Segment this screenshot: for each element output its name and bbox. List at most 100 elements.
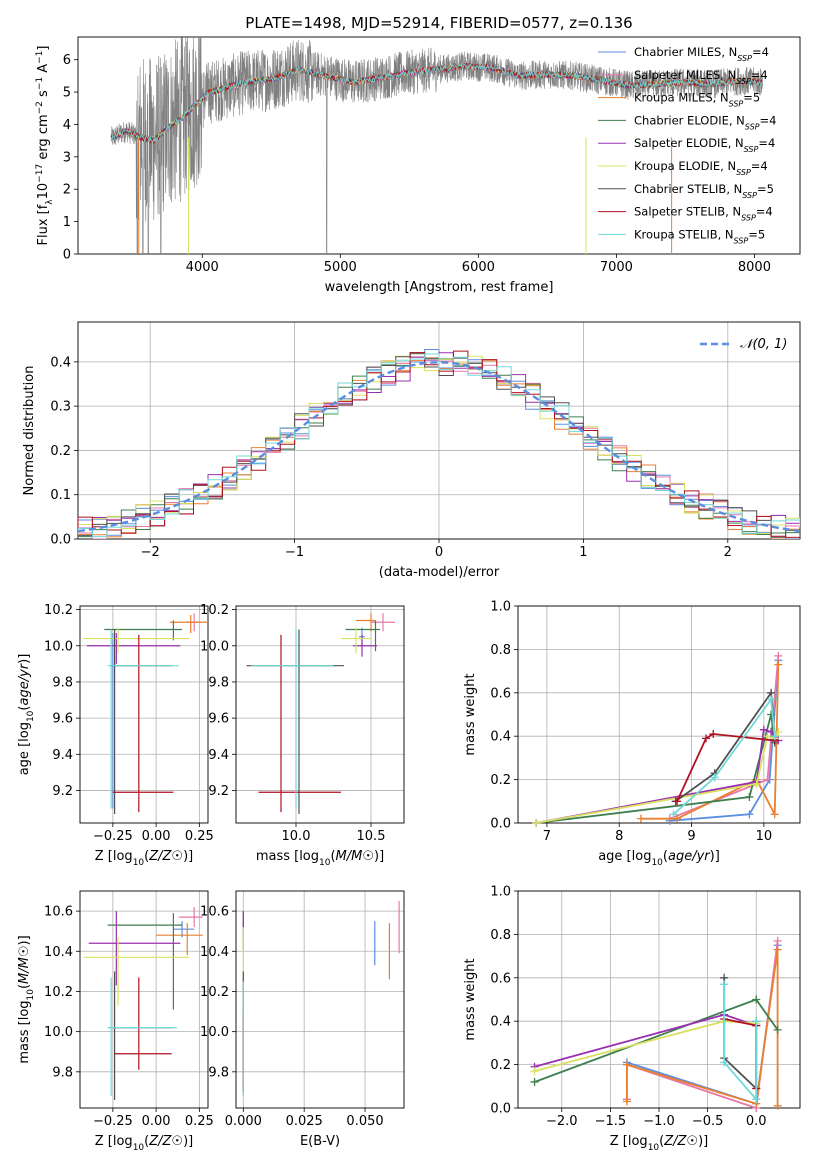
legend-label: Kroupa MILES, NSSP=5 xyxy=(634,91,760,109)
legend-label: Chabrier MILES, NSSP=4 xyxy=(634,45,769,63)
y-tick-label: 1.0 xyxy=(490,885,511,900)
x-axis-label: wavelength [Angstrom, rest frame] xyxy=(325,280,554,295)
y-tick-label: 10.6 xyxy=(44,905,73,920)
y-tick-label: 0.1 xyxy=(50,488,71,503)
age_vs_Z-axes: −0.25 0.00 0.25 9.2 9.4 9.6 9.8 10.0 10.2 xyxy=(44,603,214,844)
x-tick-label: 7000 xyxy=(600,260,633,275)
weight-marker xyxy=(773,1101,782,1110)
axes-frame xyxy=(79,890,209,1109)
x-tick-label: 8000 xyxy=(738,260,771,275)
y-axis-label: Normed distribution xyxy=(22,366,37,496)
axes-frame xyxy=(79,605,209,824)
y-axis-label: age [log10(age/yr)] xyxy=(17,654,36,776)
legend-label: 𝒩(0, 1) xyxy=(740,337,787,352)
y-tick-label: 9.2 xyxy=(208,784,229,799)
x-axis-label: Z [log10(Z/Z☉)] xyxy=(95,1134,193,1153)
y-tick-label: 0.6 xyxy=(490,971,511,986)
weight-marker xyxy=(669,810,678,819)
x-tick-label: −1.0 xyxy=(643,1114,675,1129)
weight-line xyxy=(723,984,758,1102)
y-tick-label: 0.2 xyxy=(490,1058,511,1073)
legend-label: Kroupa STELIB, NSSP=5 xyxy=(634,227,765,245)
weight-marker xyxy=(702,734,710,743)
axes-frame xyxy=(77,36,801,255)
y-axis-label: Flux [fλ10−17 erg cm−2 s−1 A−1] xyxy=(35,46,55,246)
x-axis-label: Z [log10(Z/Z☉)] xyxy=(610,1134,708,1153)
y-tick-label: 5 xyxy=(63,86,71,101)
x-tick-label: 0.25 xyxy=(185,1114,214,1129)
weight-marker xyxy=(774,651,783,660)
y-tick-label: 0.3 xyxy=(50,400,71,415)
x-tick-label: −0.5 xyxy=(692,1114,724,1129)
y-tick-label: 10.2 xyxy=(44,603,73,618)
weight-marker xyxy=(745,792,754,801)
y-tick-label: 10.4 xyxy=(200,945,229,960)
y-tick-label: 10.2 xyxy=(200,985,229,1000)
y-tick-label: 9.2 xyxy=(52,784,73,799)
legend-label: Chabrier STELIB, NSSP=5 xyxy=(634,182,774,200)
y-tick-label: 0.4 xyxy=(50,355,71,370)
mass_weight_vs_Z-axes: −2.0 −1.5 −1.0 −0.5 0.0 0.0 0.2 0.4 0.6 0.8 1.0 xyxy=(490,885,801,1129)
x-tick-label: 6000 xyxy=(462,260,495,275)
y-tick-label: 10.0 xyxy=(200,639,229,654)
weight-marker xyxy=(636,814,645,823)
y-tick-label: 10.0 xyxy=(44,1025,73,1040)
weight-marker xyxy=(622,1060,631,1069)
x-tick-label: 0.25 xyxy=(185,829,214,844)
weight-line xyxy=(535,714,776,824)
mass_vs_Z-axes: −0.25 0.00 0.25 9.8 10.0 10.2 10.4 10.6 xyxy=(44,890,214,1129)
weight-marker xyxy=(759,725,768,734)
weight-marker xyxy=(710,773,719,782)
legend-label: Chabrier ELODIE, NSSP=4 xyxy=(634,113,776,130)
x-tick-label: 2 xyxy=(724,545,732,560)
y-tick-label: 9.4 xyxy=(208,748,229,763)
x-axis-label: mass [log10(M/M☉)] xyxy=(256,849,384,868)
axes-frame xyxy=(235,890,405,1109)
spectrum-legend: Chabrier MILES, NSSP=4 Salpeter MILES, NS… xyxy=(598,45,776,245)
mass_vs_ebv-axes: 0.000 0.025 0.050 9.8 10.0 10.2 10.4 10.6 xyxy=(200,890,405,1129)
y-tick-label: 10.6 xyxy=(200,905,229,920)
weight-marker xyxy=(673,797,682,806)
x-tick-label: 0.00 xyxy=(142,1114,171,1129)
y-tick-label: 0 xyxy=(63,248,71,263)
x-tick-label: −1 xyxy=(285,545,304,560)
weight-marker xyxy=(530,1077,539,1086)
mass_weight_vs_Z-lines xyxy=(530,936,782,1112)
y-tick-label: 6 xyxy=(63,53,71,68)
y-tick-label: 9.8 xyxy=(52,1065,73,1080)
x-axis-label: age [log10(age/yr)] xyxy=(598,849,720,868)
weight-marker xyxy=(770,810,779,819)
model-spectrum xyxy=(110,62,763,144)
y-tick-label: 1.0 xyxy=(490,600,511,615)
y-tick-label: 10.0 xyxy=(200,1025,229,1040)
weight-marker xyxy=(720,980,729,989)
weight-line xyxy=(535,731,780,824)
mass_weight_vs_age-lines xyxy=(532,651,783,827)
weight-marker xyxy=(622,1097,631,1106)
weight-marker xyxy=(773,945,782,954)
x-tick-label: 5000 xyxy=(324,260,357,275)
weight-line xyxy=(672,696,776,815)
y-tick-label: 0.4 xyxy=(490,1015,511,1030)
x-tick-label: −1.5 xyxy=(595,1114,627,1129)
weight-marker xyxy=(774,660,783,669)
weight-line xyxy=(534,1020,757,1072)
axes-frame xyxy=(235,605,405,824)
age_vs_mass-points xyxy=(246,613,395,814)
y-tick-label: 0.0 xyxy=(490,1102,511,1117)
legend-label: Salpeter ELODIE, NSSP=4 xyxy=(634,136,775,154)
histograms xyxy=(78,349,800,539)
y-tick-label: 9.6 xyxy=(52,712,73,727)
weight-marker xyxy=(773,1025,782,1034)
weight-marker xyxy=(745,810,754,819)
y-tick-label: 0.0 xyxy=(50,533,71,548)
x-tick-label: 0.050 xyxy=(346,1114,383,1129)
y-tick-label: 4 xyxy=(63,118,71,133)
y-tick-label: 9.8 xyxy=(208,1065,229,1080)
mass_weight_vs_age-axes: 7 8 9 10 0.0 0.2 0.4 0.6 0.8 1.0 xyxy=(490,600,801,844)
weight-marker xyxy=(709,730,718,739)
y-tick-label: 0.0 xyxy=(490,817,511,832)
x-tick-label: 0.025 xyxy=(286,1114,323,1129)
spectrum-lines xyxy=(110,37,763,254)
